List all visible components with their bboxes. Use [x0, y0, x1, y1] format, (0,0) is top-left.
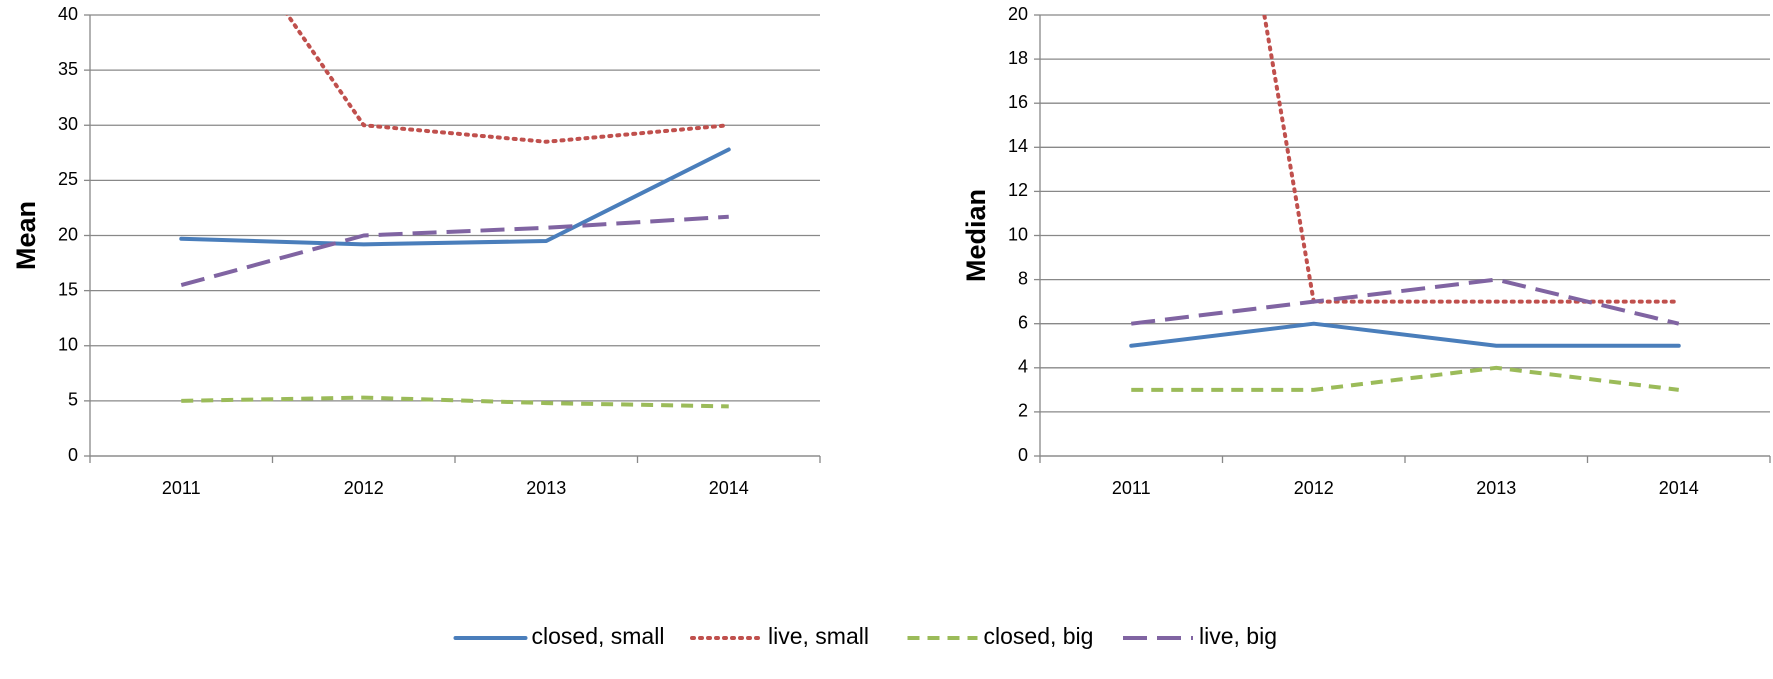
y-tick-label: 20: [1008, 4, 1028, 24]
x-tick-label: 2011: [162, 478, 201, 498]
y-tick-label: 12: [1008, 180, 1028, 200]
plot-lines: [179, 15, 731, 409]
y-tick-label: 4: [1018, 357, 1028, 377]
x-tick-label: 2012: [344, 478, 384, 498]
y-axis-label: Median: [961, 189, 991, 282]
x-tick-label: 2013: [1476, 478, 1516, 498]
y-axis-label: Mean: [11, 201, 41, 270]
y-tick-label: 16: [1008, 92, 1028, 112]
y-tick-label: 10: [1008, 224, 1028, 244]
x-tick-label: 2012: [1294, 478, 1334, 498]
series-line: [180, 214, 729, 288]
y-tick-label: 40: [58, 4, 78, 24]
legend-label: closed, big: [984, 623, 1094, 649]
y-tick-label: 0: [68, 445, 78, 465]
x-tick-label: 2014: [1659, 478, 1699, 498]
x-tick-label: 2011: [1112, 478, 1151, 498]
y-tick-label: 10: [58, 335, 78, 355]
series-line: [181, 395, 729, 409]
plot-lines: [1129, 15, 1681, 392]
legend: closed, small live, small closed, big live,…: [453, 623, 1277, 649]
y-tick-label: 6: [1018, 312, 1028, 332]
y-tick-label: 0: [1018, 445, 1028, 465]
y-tick-label: 8: [1018, 268, 1028, 288]
series-line: [1131, 277, 1680, 326]
series-line: [1131, 365, 1679, 392]
legend-label: live, small: [768, 623, 869, 649]
y-tick-label: 20: [58, 224, 78, 244]
x-tick-label: 2014: [709, 478, 749, 498]
y-tick-label: 5: [68, 390, 78, 410]
y-tick-label: 15: [58, 279, 78, 299]
x-tick-label: 2013: [526, 478, 566, 498]
legend-label: closed, small: [532, 623, 665, 649]
series-line: [179, 147, 731, 247]
y-tick-label: 30: [58, 114, 78, 134]
series-line: [1129, 321, 1681, 348]
y-tick-label: 25: [58, 169, 78, 189]
y-tick-label: 18: [1008, 48, 1028, 68]
series-line: [285, 15, 731, 144]
legend-label: live, big: [1199, 623, 1277, 649]
y-tick-label: 35: [58, 59, 78, 79]
y-tick-label: 14: [1008, 136, 1028, 156]
y-tick-label: 2: [1018, 401, 1028, 421]
series-line: [1262, 15, 1681, 304]
